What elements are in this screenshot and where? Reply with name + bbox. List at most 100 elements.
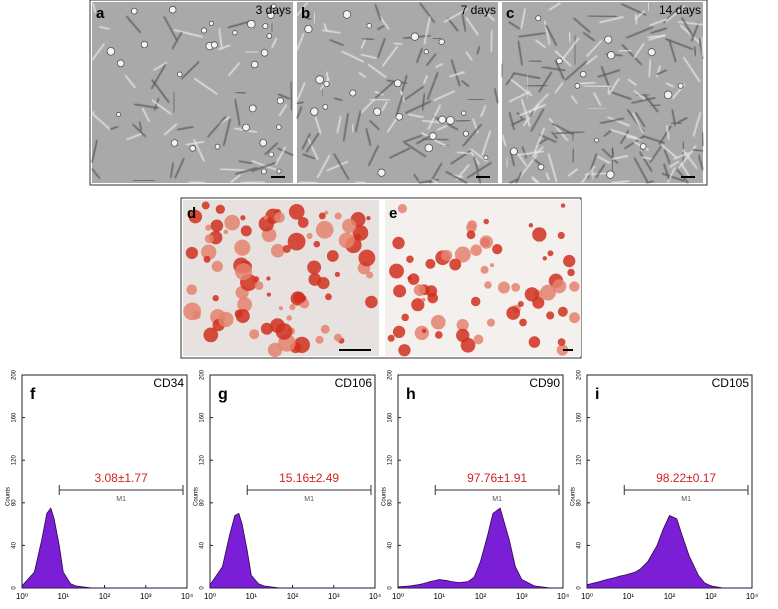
stain-blob bbox=[205, 234, 214, 243]
cell-round bbox=[267, 34, 272, 39]
cell-round bbox=[269, 152, 274, 157]
stain-blob bbox=[268, 343, 282, 357]
y-axis-label: Counts bbox=[194, 487, 200, 506]
micrograph-bg bbox=[502, 2, 703, 183]
cell-round bbox=[394, 80, 401, 87]
cell-round bbox=[575, 83, 580, 88]
panel-letter: h bbox=[406, 386, 416, 403]
stain-blob bbox=[313, 241, 320, 248]
cell-round bbox=[107, 47, 115, 55]
x-tick-label: 10⁰ bbox=[581, 592, 593, 601]
x-tick-label: 10³ bbox=[705, 592, 717, 601]
cell-round bbox=[249, 105, 256, 112]
stain-blob bbox=[467, 230, 476, 239]
x-tick-label: 10² bbox=[475, 592, 487, 601]
cell-round bbox=[607, 52, 614, 59]
panel-letter: g bbox=[218, 386, 228, 403]
x-tick-label: 10³ bbox=[140, 592, 152, 601]
x-tick-label: 10³ bbox=[516, 592, 528, 601]
cell-round bbox=[343, 11, 351, 19]
stain-blob bbox=[425, 259, 435, 269]
gate-percent: 98.22±0.17 bbox=[656, 471, 716, 485]
stain-blob bbox=[224, 215, 240, 231]
gate-label: M1 bbox=[116, 496, 126, 503]
panel-letter: c bbox=[506, 5, 514, 22]
cell bbox=[619, 50, 632, 51]
cell-round bbox=[374, 108, 381, 115]
stain-blob bbox=[414, 284, 426, 296]
y-tick-label: 80 bbox=[388, 499, 394, 506]
stain-blob bbox=[271, 244, 285, 258]
stain-blob bbox=[558, 232, 565, 239]
cell-round bbox=[439, 39, 444, 44]
x-tick-label: 10³ bbox=[328, 592, 340, 601]
stain-blob bbox=[398, 344, 410, 356]
stain-blob bbox=[406, 255, 414, 263]
cell-round bbox=[277, 169, 281, 173]
cell-round bbox=[461, 111, 465, 115]
x-tick-label: 10⁰ bbox=[392, 592, 404, 601]
stain-blob bbox=[393, 326, 405, 338]
cell-round bbox=[424, 50, 428, 54]
panel-letter: b bbox=[301, 5, 310, 22]
stain-blob bbox=[529, 336, 541, 348]
stain-blob bbox=[484, 281, 491, 288]
stain-blob bbox=[558, 307, 568, 317]
cell-round bbox=[367, 23, 372, 28]
cell-round bbox=[305, 25, 312, 32]
panel-letter: i bbox=[595, 386, 599, 403]
stain-blob bbox=[235, 263, 252, 280]
y-tick-label: 80 bbox=[577, 499, 583, 506]
x-tick-label: 10⁴ bbox=[369, 592, 382, 601]
panel-letter: f bbox=[30, 386, 36, 403]
cell-round bbox=[190, 146, 196, 152]
stain-blob bbox=[511, 283, 520, 292]
cell-round bbox=[580, 71, 586, 77]
stain-blob bbox=[327, 250, 339, 262]
stain-blob bbox=[267, 293, 271, 297]
stain-blob bbox=[335, 212, 342, 219]
cell-round bbox=[605, 36, 612, 43]
marker-label: CD106 bbox=[335, 376, 373, 390]
stain-blob bbox=[325, 293, 332, 300]
stain-blob bbox=[365, 296, 378, 309]
cell-round bbox=[141, 41, 147, 47]
stain-blob bbox=[294, 337, 310, 353]
marker-label: CD105 bbox=[712, 376, 750, 390]
cell-round bbox=[378, 169, 385, 176]
y-axis-label: Counts bbox=[571, 487, 577, 506]
cell bbox=[583, 86, 610, 87]
marker-label: CD34 bbox=[153, 376, 184, 390]
y-tick-label: 40 bbox=[577, 541, 583, 548]
stain-blob bbox=[467, 220, 477, 230]
cell bbox=[355, 182, 365, 183]
y-tick-label: 120 bbox=[200, 455, 206, 466]
stain-blob bbox=[543, 256, 547, 260]
stain-blob bbox=[321, 325, 330, 334]
gate-percent: 97.76±1.91 bbox=[467, 471, 527, 485]
stain-blob bbox=[471, 297, 480, 306]
cell-round bbox=[177, 72, 182, 77]
x-tick-label: 10⁰ bbox=[16, 592, 28, 601]
stain-blob bbox=[307, 233, 313, 239]
y-tick-label: 0 bbox=[200, 586, 206, 590]
cell-round bbox=[556, 58, 562, 64]
stain-blob bbox=[324, 211, 328, 215]
cell-round bbox=[595, 138, 599, 142]
stain-blob bbox=[401, 314, 409, 322]
cell-round bbox=[439, 116, 446, 123]
x-tick-label: 10¹ bbox=[433, 592, 445, 601]
cell bbox=[702, 132, 703, 146]
micrograph: c 14 days bbox=[502, 2, 703, 183]
panel-label: 14 days bbox=[659, 3, 701, 17]
stain-blob bbox=[561, 203, 565, 207]
stain-blob bbox=[558, 338, 566, 346]
stain-blob bbox=[216, 205, 225, 214]
stain-blob bbox=[211, 219, 224, 232]
stain-blob bbox=[334, 334, 342, 342]
stain-blob bbox=[366, 216, 370, 220]
